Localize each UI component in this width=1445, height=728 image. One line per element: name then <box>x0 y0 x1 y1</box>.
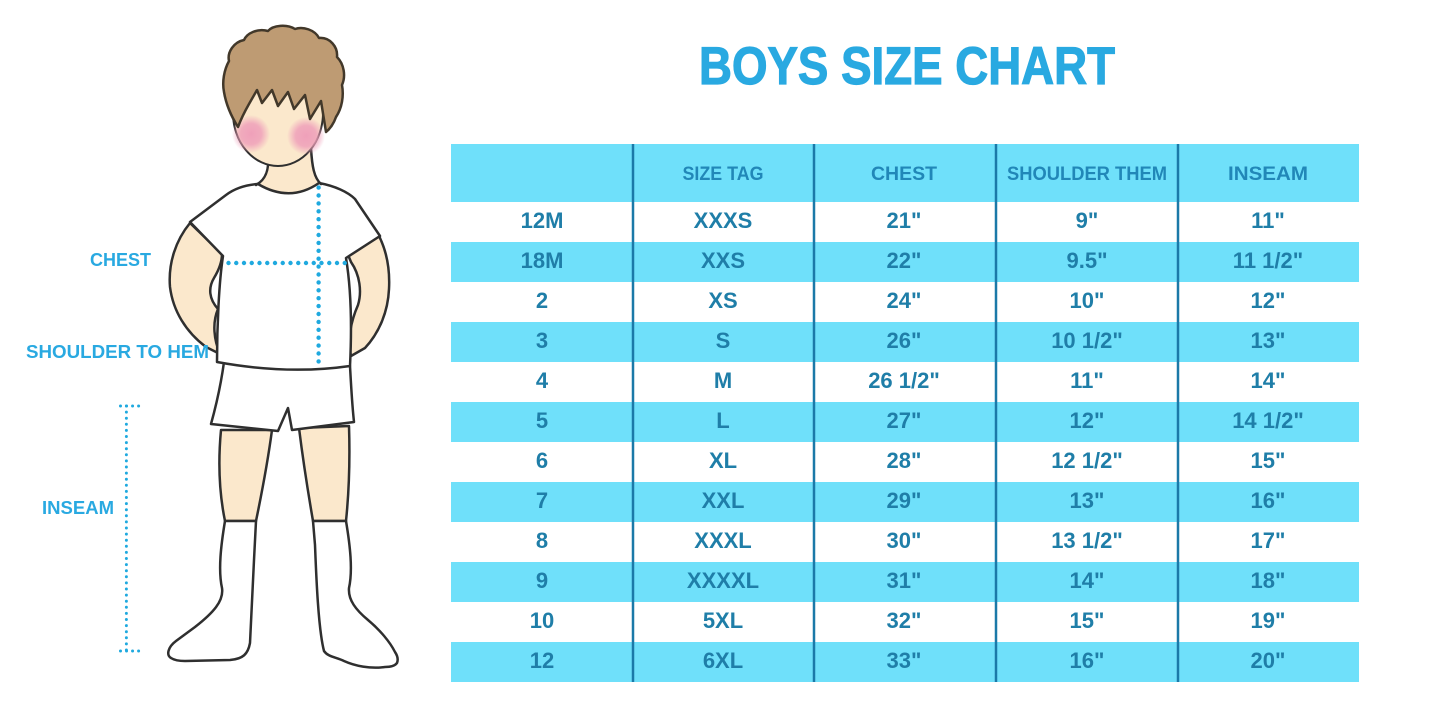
svg-text:14": 14" <box>1251 368 1286 393</box>
svg-text:18M: 18M <box>521 248 564 273</box>
svg-text:XS: XS <box>708 288 737 313</box>
svg-text:SIZE TAG: SIZE TAG <box>683 163 764 185</box>
svg-text:CHEST: CHEST <box>871 163 937 185</box>
svg-text:2: 2 <box>536 288 548 313</box>
svg-text:17": 17" <box>1251 528 1286 553</box>
svg-text:9": 9" <box>1076 208 1099 233</box>
svg-text:29": 29" <box>887 488 922 513</box>
svg-text:13": 13" <box>1251 328 1286 353</box>
svg-text:5: 5 <box>536 408 548 433</box>
svg-text:10 1/2": 10 1/2" <box>1051 328 1123 353</box>
svg-text:12: 12 <box>530 648 554 673</box>
svg-text:BOYS SIZE CHART: BOYS SIZE CHART <box>699 37 1115 96</box>
svg-text:11": 11" <box>1251 208 1285 233</box>
svg-text:8: 8 <box>536 528 548 553</box>
svg-text:13": 13" <box>1070 488 1105 513</box>
svg-text:24": 24" <box>887 288 922 313</box>
svg-text:31": 31" <box>887 568 922 593</box>
svg-text:12": 12" <box>1251 288 1286 313</box>
svg-text:22": 22" <box>887 248 922 273</box>
svg-text:13 1/2": 13 1/2" <box>1051 528 1123 553</box>
svg-text:SHOULDER TO HEM: SHOULDER TO HEM <box>26 342 209 362</box>
svg-text:14": 14" <box>1070 568 1105 593</box>
svg-text:11": 11" <box>1070 368 1104 393</box>
svg-text:12 1/2": 12 1/2" <box>1051 448 1123 473</box>
svg-text:14 1/2": 14 1/2" <box>1232 408 1304 433</box>
svg-text:XXS: XXS <box>701 248 745 273</box>
svg-text:3: 3 <box>536 328 548 353</box>
svg-text:SHOULDER THEM: SHOULDER THEM <box>1007 163 1167 185</box>
svg-text:S: S <box>716 328 731 353</box>
svg-text:30": 30" <box>887 528 922 553</box>
svg-text:5XL: 5XL <box>703 608 743 633</box>
svg-text:L: L <box>716 408 729 433</box>
svg-text:16": 16" <box>1070 648 1105 673</box>
svg-text:28": 28" <box>887 448 922 473</box>
svg-text:XXXL: XXXL <box>694 528 751 553</box>
svg-text:27": 27" <box>887 408 922 433</box>
svg-text:9.5": 9.5" <box>1066 248 1107 273</box>
svg-text:M: M <box>714 368 732 393</box>
svg-text:32": 32" <box>887 608 922 633</box>
svg-text:4: 4 <box>536 368 549 393</box>
svg-text:12M: 12M <box>521 208 564 233</box>
svg-text:6XL: 6XL <box>703 648 743 673</box>
svg-text:20": 20" <box>1251 648 1286 673</box>
svg-text:19": 19" <box>1251 608 1286 633</box>
svg-text:11 1/2": 11 1/2" <box>1233 248 1303 273</box>
svg-text:INSEAM: INSEAM <box>1228 163 1308 185</box>
svg-text:INSEAM: INSEAM <box>42 498 114 518</box>
svg-text:XXXS: XXXS <box>694 208 753 233</box>
svg-text:18": 18" <box>1251 568 1286 593</box>
svg-text:XXL: XXL <box>702 488 745 513</box>
svg-text:16": 16" <box>1251 488 1286 513</box>
svg-text:10: 10 <box>530 608 554 633</box>
svg-text:15": 15" <box>1251 448 1286 473</box>
svg-text:26 1/2": 26 1/2" <box>868 368 940 393</box>
svg-text:XL: XL <box>709 448 737 473</box>
svg-text:21": 21" <box>887 208 922 233</box>
svg-text:9: 9 <box>536 568 548 593</box>
svg-text:10": 10" <box>1070 288 1105 313</box>
svg-text:33": 33" <box>887 648 922 673</box>
svg-text:7: 7 <box>536 488 548 513</box>
svg-text:26": 26" <box>887 328 922 353</box>
svg-text:6: 6 <box>536 448 548 473</box>
svg-text:XXXXL: XXXXL <box>687 568 759 593</box>
svg-text:12": 12" <box>1070 408 1105 433</box>
svg-text:15": 15" <box>1070 608 1105 633</box>
svg-text:CHEST: CHEST <box>90 250 151 270</box>
